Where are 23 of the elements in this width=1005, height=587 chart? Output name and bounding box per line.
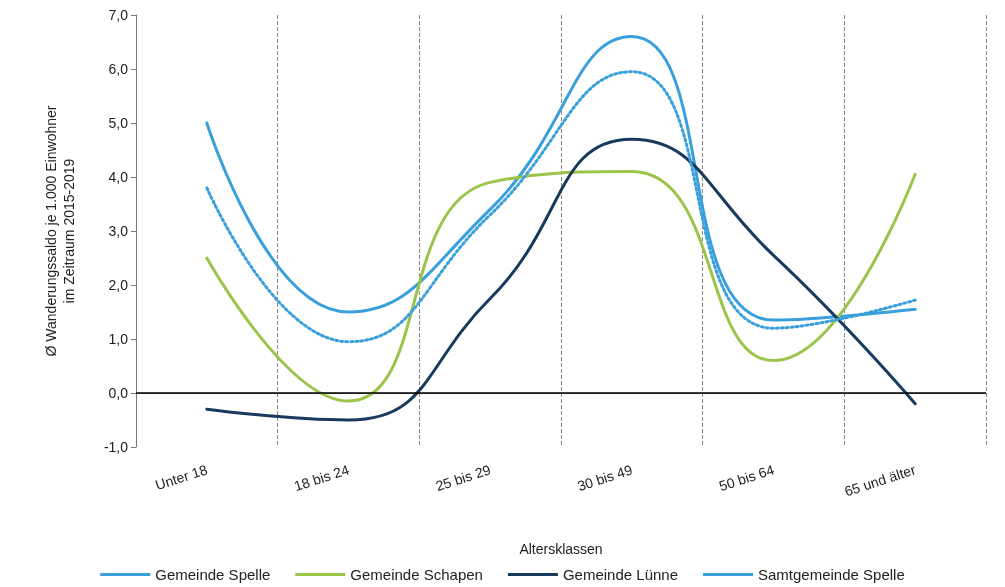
legend-label: Gemeinde Schapen	[350, 566, 483, 583]
y-tick-label: 2,0	[108, 277, 129, 293]
x-tick-label: 30 bis 49	[575, 461, 635, 495]
line-series	[205, 170, 917, 403]
y-tick-label: 0,0	[108, 385, 129, 401]
legend-label: Gemeinde Lünne	[562, 566, 678, 583]
y-tick-label: 1,0	[108, 331, 129, 347]
x-tick-label: 25 bis 29	[433, 461, 493, 495]
y-tick-label: 4,0	[108, 169, 129, 185]
x-tick-label: 65 und älter	[842, 461, 918, 500]
y-tick-label: 6,0	[108, 61, 129, 77]
legend-label: Gemeinde Spelle	[155, 566, 271, 583]
x-axis-title: Altersklassen	[519, 541, 603, 557]
line-series	[205, 137, 917, 422]
y-tick-label: 5,0	[108, 115, 129, 131]
x-tick-label: 18 bis 24	[292, 461, 352, 495]
x-tick-label: 50 bis 64	[717, 461, 777, 495]
x-tick-label: Unter 18	[153, 461, 210, 494]
y-axis-title: Ø Wanderungssaldo je 1.000 Einwohner im Zeitraum 2015-2019	[43, 105, 77, 357]
legend-label: Samtgemeinde Spelle	[758, 566, 905, 583]
y-tick-label: 3,0	[108, 223, 129, 239]
y-tick-label: -1,0	[103, 439, 129, 455]
y-tick-label: 7,0	[108, 7, 129, 23]
